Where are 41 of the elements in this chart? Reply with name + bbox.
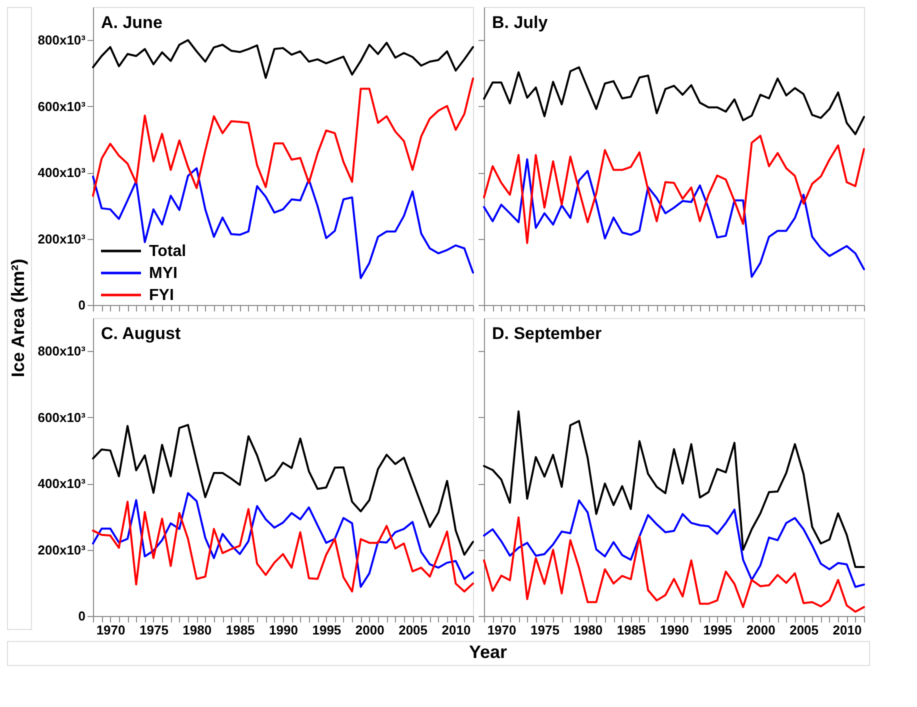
x-tick-label: 2010 (442, 622, 471, 638)
chart-title: A. June (101, 13, 162, 32)
line-series (92, 424, 474, 556)
x-tick-label: 1985 (616, 622, 646, 638)
x-axis-title: Year (468, 642, 508, 662)
x-tick-label: 2005 (790, 622, 819, 638)
y-tick-label: 800x10³ (38, 32, 86, 48)
y-axis-title: Ice Area (km²) (8, 258, 28, 378)
chart-title: C. August (101, 324, 181, 343)
y-tick-label: 200x10³ (38, 542, 86, 558)
chart-title: D. September (492, 324, 602, 343)
line-series (92, 39, 474, 79)
y-tick-label: 600x10³ (38, 98, 86, 114)
line-series (92, 167, 474, 280)
x-tick-label: 1970 (96, 622, 126, 638)
legend-label: FYI (149, 287, 174, 304)
x-tick-label: 1995 (312, 622, 342, 638)
x-tick-label: 2000 (746, 622, 776, 638)
x-tick-label: 1995 (703, 622, 732, 638)
x-tick-label: 2000 (355, 622, 384, 638)
legend-label: Total (149, 243, 186, 260)
x-tick-label: 1990 (660, 622, 689, 638)
x-tick-label: 2005 (398, 622, 428, 638)
y-tick-label: 400x10³ (38, 476, 86, 492)
y-tick-label: 0 (78, 608, 86, 624)
x-tick-label: 1975 (139, 622, 168, 638)
y-tick-label: 600x10³ (38, 410, 86, 425)
x-tick-label: 1985 (226, 622, 255, 638)
x-tick-label: 1990 (269, 622, 298, 638)
x-tick-label: 2010 (832, 622, 862, 638)
x-tick-label: 1980 (182, 622, 212, 638)
y-tick-label: 200x10³ (38, 231, 86, 246)
chart-title: B. July (492, 13, 548, 32)
x-tick-label: 1975 (530, 622, 560, 638)
x-tick-label: 1970 (487, 622, 516, 638)
x-tick-label: 1980 (574, 622, 603, 638)
y-tick-label: 400x10³ (38, 165, 86, 180)
line-series (92, 78, 474, 197)
y-tick-label: 800x10³ (38, 344, 86, 359)
legend-label: MYI (149, 265, 178, 282)
y-tick-label: 0 (78, 298, 86, 312)
